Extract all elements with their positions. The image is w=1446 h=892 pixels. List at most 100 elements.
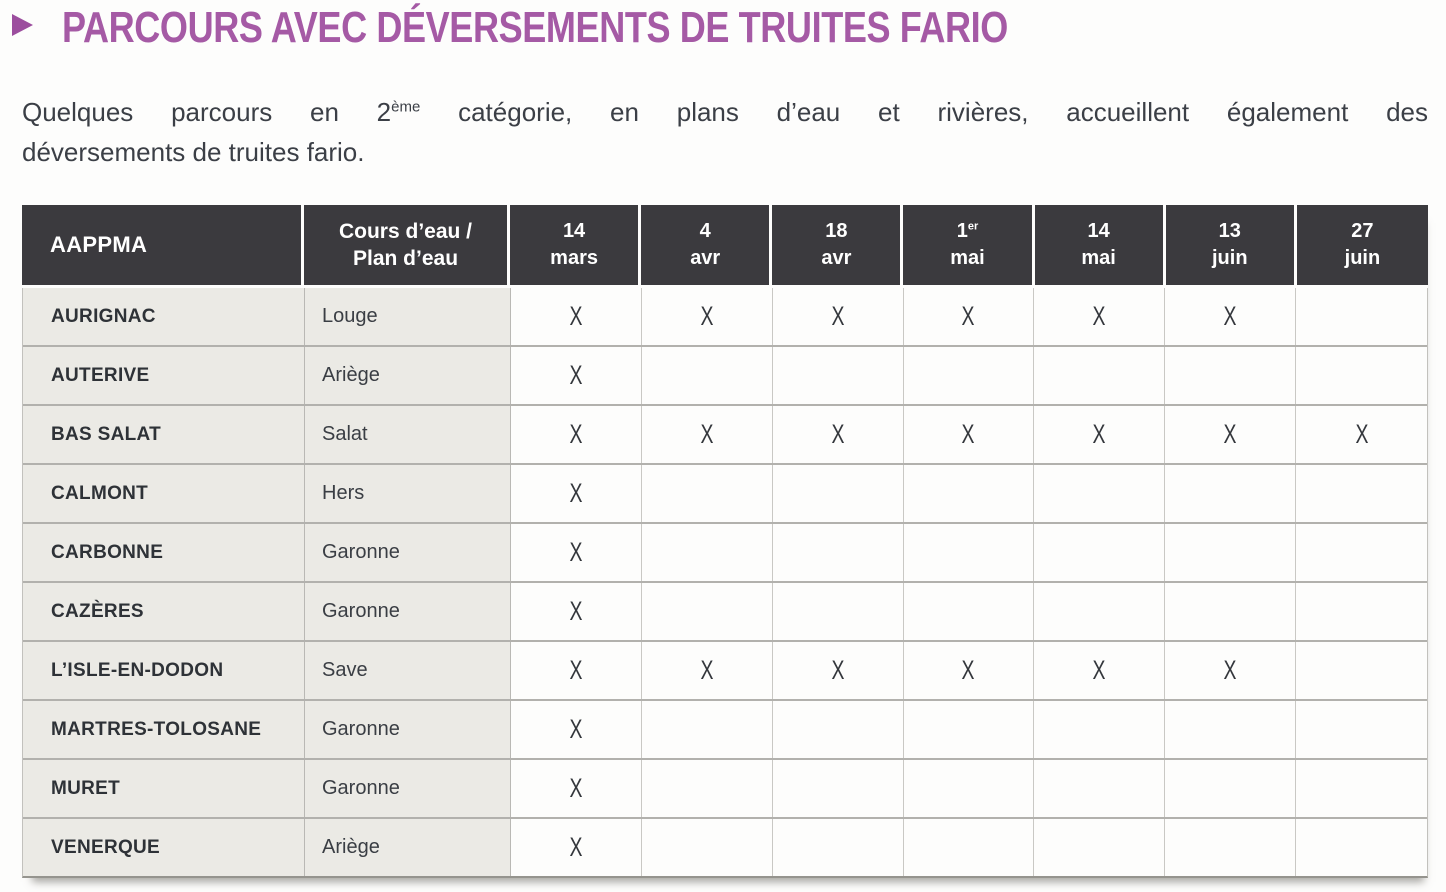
date-day: 18 bbox=[825, 220, 848, 242]
stocking-schedule-table: AAPPMA Cours d’eau / Plan d’eau 14 mars 4 a… bbox=[22, 205, 1428, 878]
mark-cell bbox=[1034, 465, 1166, 522]
x-mark: X bbox=[1092, 301, 1106, 331]
intro-text: catégorie, en plans d’eau et rivières, a… bbox=[420, 97, 1428, 127]
col-header-date: 18 avr bbox=[772, 205, 904, 285]
x-mark: X bbox=[962, 655, 975, 685]
x-mark: X bbox=[1355, 419, 1369, 449]
mark-cell bbox=[642, 760, 773, 817]
mark-cell bbox=[1165, 819, 1297, 876]
cours-deau-cell: Louge bbox=[305, 288, 511, 345]
x-mark: X bbox=[569, 714, 583, 744]
mark-cell: X bbox=[1034, 288, 1166, 345]
mark-cell bbox=[904, 524, 1035, 581]
col-header-date: 13 juin bbox=[1165, 205, 1297, 285]
col-header-date: 14 mars bbox=[510, 205, 642, 285]
mark-cell: X bbox=[1034, 406, 1166, 463]
intro-text: Quelques parcours en 2 bbox=[22, 97, 392, 127]
mark-cell bbox=[1034, 760, 1166, 817]
x-mark: X bbox=[569, 301, 583, 331]
x-mark: X bbox=[569, 360, 583, 390]
mark-cell: X bbox=[773, 642, 904, 699]
date-day: 13 bbox=[1218, 220, 1241, 242]
mark-cell bbox=[1165, 465, 1297, 522]
page-title: PARCOURS AVEC DÉVERSEMENTS DE TRUITES FA… bbox=[62, 3, 1008, 52]
table-row: AUTERIVE Ariège X bbox=[23, 345, 1427, 404]
aappma-cell: AUTERIVE bbox=[23, 347, 305, 404]
cours-deau-cell: Save bbox=[305, 642, 511, 699]
cours-deau-cell: Salat bbox=[305, 406, 511, 463]
mark-cell bbox=[1034, 819, 1166, 876]
mark-cell bbox=[1296, 701, 1427, 758]
intro-line-2: déversements de truites fario. bbox=[22, 137, 365, 167]
cours-deau-cell: Garonne bbox=[305, 760, 511, 817]
col-header-date: 27 juin bbox=[1296, 205, 1428, 285]
cours-deau-cell: Ariège bbox=[305, 347, 511, 404]
mark-cell bbox=[1165, 760, 1297, 817]
mark-cell: X bbox=[1034, 642, 1166, 699]
table-row: CAZÈRES Garonne X bbox=[23, 581, 1427, 640]
x-mark: X bbox=[1223, 419, 1237, 449]
mark-cell bbox=[642, 465, 773, 522]
mark-cell bbox=[642, 347, 773, 404]
mark-cell bbox=[1165, 701, 1297, 758]
cours-deau-cell: Hers bbox=[305, 465, 511, 522]
mark-cell: X bbox=[511, 701, 642, 758]
date-day-superscript: er bbox=[967, 220, 979, 233]
col-header-cours-line2: Plan d’eau bbox=[352, 247, 459, 270]
table-body: AURIGNAC Louge X X X X X X AUTERIVE Ariège X BAS SA… bbox=[22, 288, 1428, 878]
aappma-cell: VENERQUE bbox=[23, 819, 305, 876]
mark-cell bbox=[1296, 524, 1427, 581]
mark-cell bbox=[773, 819, 904, 876]
aappma-cell: BAS SALAT bbox=[23, 406, 305, 463]
date-month: mars bbox=[550, 247, 598, 269]
mark-cell: X bbox=[511, 819, 642, 876]
table-header-row: AAPPMA Cours d’eau / Plan d’eau 14 mars 4 a… bbox=[22, 205, 1428, 285]
mark-cell: X bbox=[511, 406, 642, 463]
intro-paragraph: Quelques parcours en 2ème catégorie, en … bbox=[22, 92, 1428, 172]
x-mark: X bbox=[569, 596, 583, 626]
mark-cell bbox=[773, 583, 904, 640]
date-month: mai bbox=[1081, 247, 1116, 269]
x-mark: X bbox=[1223, 655, 1237, 685]
mark-cell bbox=[1034, 347, 1166, 404]
mark-cell: X bbox=[1165, 406, 1297, 463]
x-mark: X bbox=[569, 537, 583, 567]
date-month: juin bbox=[1212, 247, 1248, 269]
mark-cell: X bbox=[511, 583, 642, 640]
triangle-right-icon bbox=[12, 14, 33, 36]
x-mark: X bbox=[700, 419, 714, 449]
mark-cell bbox=[904, 347, 1035, 404]
col-header-date: 4 avr bbox=[641, 205, 773, 285]
x-mark: X bbox=[569, 478, 583, 508]
x-mark: X bbox=[831, 301, 845, 331]
date-month: avr bbox=[690, 247, 721, 269]
mark-cell: X bbox=[642, 288, 773, 345]
col-header-cours-line1: Cours d’eau / bbox=[338, 220, 473, 243]
mark-cell bbox=[773, 465, 904, 522]
mark-cell: X bbox=[1296, 406, 1427, 463]
mark-cell: X bbox=[773, 406, 904, 463]
mark-cell bbox=[773, 347, 904, 404]
cours-deau-cell: Garonne bbox=[305, 701, 511, 758]
cours-deau-cell: Garonne bbox=[305, 524, 511, 581]
mark-cell: X bbox=[904, 406, 1035, 463]
aappma-cell: L’ISLE-EN-DODON bbox=[23, 642, 305, 699]
mark-cell: X bbox=[511, 288, 642, 345]
mark-cell bbox=[1296, 465, 1427, 522]
mark-cell bbox=[642, 819, 773, 876]
mark-cell: X bbox=[904, 642, 1035, 699]
x-mark: X bbox=[700, 301, 714, 331]
x-mark: X bbox=[569, 773, 583, 803]
table-row: MARTRES-TOLOSANE Garonne X bbox=[23, 699, 1427, 758]
x-mark: X bbox=[569, 832, 583, 862]
date-month: mai bbox=[950, 247, 985, 269]
table-row: BAS SALAT Salat X X X X X X X bbox=[23, 404, 1427, 463]
x-mark: X bbox=[569, 655, 583, 685]
mark-cell bbox=[1296, 583, 1427, 640]
mark-cell bbox=[1165, 347, 1297, 404]
x-mark: X bbox=[962, 301, 975, 331]
cours-deau-cell: Ariège bbox=[305, 819, 511, 876]
mark-cell: X bbox=[904, 288, 1035, 345]
mark-cell bbox=[773, 701, 904, 758]
